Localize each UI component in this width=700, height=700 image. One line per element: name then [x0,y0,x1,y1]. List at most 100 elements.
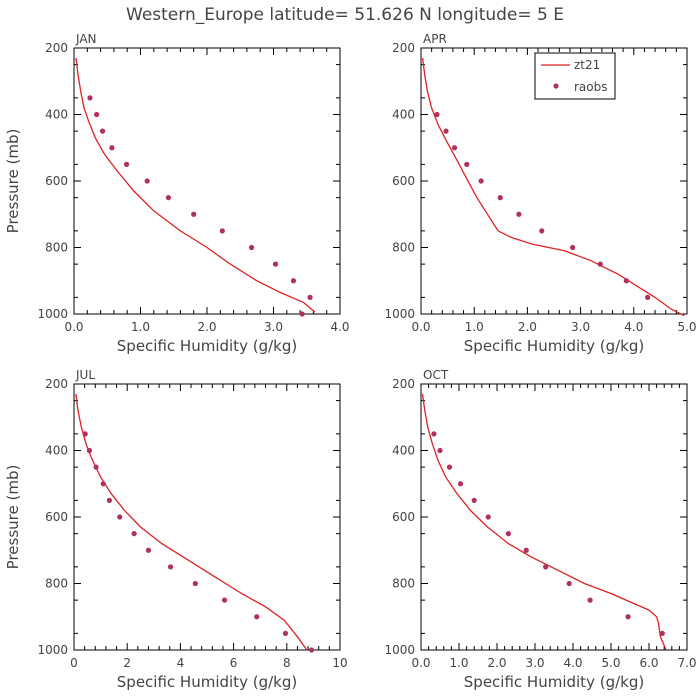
plot-frame [73,47,341,315]
raobs-point [106,497,112,503]
x-tick-label: 0.0 [411,656,430,670]
x-tick-label: 2.0 [487,656,506,670]
panel-title: APR [423,32,447,46]
y-tick-label: 800 [45,577,68,591]
x-tick-label: 7.0 [677,656,696,670]
series-line-zt21 [75,57,316,313]
legend-box [534,52,616,100]
y-tick-label: 400 [392,444,415,458]
x-tick-label: 4.0 [624,320,643,334]
raobs-point [516,211,522,217]
figure-title: Western_Europe latitude= 51.626 N longit… [126,5,564,25]
x-tick-label: 1.0 [465,320,484,334]
raobs-point [307,294,313,300]
raobs-point [431,431,437,437]
y-axis-label: Pressure (mb) [4,465,22,570]
raobs-point [505,531,511,537]
raobs-point [625,614,631,620]
raobs-point [539,228,545,234]
x-tick-label: 6.0 [639,656,658,670]
raobs-point [192,580,198,587]
x-tick-label: 4 [177,656,185,670]
raobs-point [86,447,93,454]
x-tick-label: 1.0 [131,320,150,334]
raobs-point [87,95,93,101]
raobs-point [446,464,453,470]
legend-label-zt21: zt21 [574,58,600,72]
x-tick-label: 8 [283,656,291,670]
raobs-point [248,244,255,251]
x-tick-label: 0 [70,656,78,670]
raobs-point [131,531,137,537]
raobs-point [659,630,665,636]
raobs-point [221,597,228,603]
x-tick-label: 2 [123,656,131,670]
raobs-point [587,597,593,603]
x-tick-label: 3.0 [264,320,283,334]
raobs-point [290,278,297,284]
raobs-point [645,294,651,300]
x-axis-label: Specific Humidity (g/kg) [117,673,297,691]
raobs-point [145,547,152,553]
panel-title: JUL [75,368,95,382]
y-tick-label: 600 [45,174,68,188]
raobs-point [219,228,225,234]
panel-title: OCT [423,368,449,382]
x-tick-label: 1.0 [449,656,468,670]
y-tick-label: 400 [45,444,68,458]
series-line-zt21 [75,393,308,651]
raobs-point [597,261,603,267]
x-tick-label: 6 [230,656,238,670]
x-tick-label: 10 [332,656,347,670]
x-tick-label: 5.0 [601,656,620,670]
raobs-point [464,161,470,167]
y-axis-label: Pressure (mb) [4,129,22,234]
legend: zt21 raobs [534,52,616,100]
panel-oct: OCT 0.0 1.0 2.0 3.0 4.0 5.0 6.0 7.0 200 400 600 800 1… [384,368,696,691]
x-tick-label: 2.0 [518,320,537,334]
x-tick-label: 2.0 [197,320,216,334]
legend-label-raobs: raobs [574,80,608,94]
series-line-zt21 [421,393,667,651]
y-tick-label: 600 [45,510,68,524]
raobs-point [254,614,260,620]
raobs-point [308,647,315,653]
x-tick-label: 0.0 [64,320,83,334]
y-tick-label: 600 [392,510,415,524]
raobs-point [457,481,464,487]
panel-apr: APR 0.0 1.0 2.0 3.0 4.0 5.0 200 400 600 800 1000 Spe… [384,32,696,355]
raobs-point [144,178,150,184]
y-tick-label: 200 [45,377,68,391]
raobs-point [485,514,491,520]
x-tick-label: 5.0 [677,320,696,334]
raobs-point [623,278,629,284]
raobs-point [299,311,305,317]
raobs-point [478,178,484,184]
raobs-point [99,128,106,134]
y-tick-label: 200 [45,41,68,55]
raobs-point [123,161,130,167]
raobs-point [117,514,123,520]
y-tick-label: 800 [45,241,68,255]
y-tick-label: 1000 [384,307,415,321]
y-tick-label: 400 [45,108,68,122]
raobs-point [443,128,449,134]
raobs-point [497,195,503,201]
raobs-point [471,497,477,503]
panel-title: JAN [75,32,97,46]
y-tick-label: 800 [392,241,415,255]
raobs-point [109,145,115,151]
y-tick-label: 400 [392,108,415,122]
raobs-point [100,481,106,487]
raobs-point [282,630,289,636]
raobs-point [272,261,279,267]
series-line-zt21 [421,57,685,317]
legend-marker-swatch [553,83,559,89]
raobs-point [94,111,100,118]
y-tick-label: 800 [392,577,415,591]
y-tick-label: 1000 [37,643,68,657]
raobs-point [570,244,576,251]
y-tick-label: 600 [392,174,415,188]
raobs-point [566,580,572,587]
